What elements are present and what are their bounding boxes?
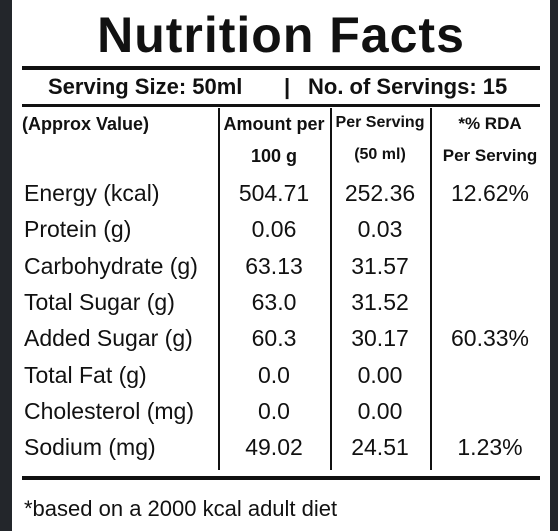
- nutrition-label: Nutrition Facts Serving Size: 50ml | No.…: [12, 0, 550, 531]
- nutrient-name: Sodium (mg): [24, 434, 156, 461]
- nutrient-value: 60.3: [251, 325, 297, 352]
- nutrient-name: Cholesterol (mg): [24, 397, 194, 424]
- title: Nutrition Facts: [97, 7, 465, 63]
- nutrient-value: 504.71: [238, 180, 310, 206]
- footnote: *based on a 2000 kcal adult diet: [24, 496, 338, 521]
- nutrient-value: 0.0: [258, 397, 290, 424]
- nutrient-value: 60.33%: [450, 325, 529, 352]
- rule: [22, 66, 540, 70]
- header-cell: (Approx Value): [22, 114, 150, 134]
- header-cell: *% RDA: [458, 114, 522, 133]
- nutrient-value: 0.03: [357, 216, 403, 243]
- nutrient-name: Carbohydrate (g): [24, 252, 198, 279]
- servings-count: No. of Servings: 15: [308, 74, 508, 99]
- header-cell: Amount per: [223, 114, 325, 134]
- column-divider: [330, 108, 332, 470]
- nutrient-value: 63.0: [251, 288, 297, 315]
- column-divider: [218, 108, 220, 470]
- column-divider: [430, 108, 432, 470]
- nutrient-value: 63.13: [245, 252, 303, 279]
- nutrient-value: 0.0: [258, 361, 290, 388]
- header-cell: (50 ml): [354, 146, 406, 163]
- nutrient-value: 0.00: [357, 397, 403, 424]
- nutrient-value: 49.02: [245, 434, 303, 461]
- nutrient-name: Protein (g): [24, 216, 132, 243]
- nutrient-value: 30.17: [351, 325, 409, 352]
- rule: [22, 476, 540, 480]
- header-cell: Per Serving: [442, 146, 538, 165]
- nutrient-name: Total Sugar (g): [24, 288, 175, 315]
- nutrient-name: Added Sugar (g): [24, 325, 193, 352]
- header-cell: Per Serving: [335, 114, 425, 131]
- serving-size: Serving Size: 50ml: [48, 74, 243, 99]
- nutrient-value: 24.51: [351, 434, 409, 461]
- nutrient-value: 31.57: [351, 252, 409, 279]
- nutrient-value: 0.00: [357, 361, 403, 388]
- header-cell: 100 g: [250, 146, 298, 166]
- nutrient-name: Energy (kcal): [24, 180, 160, 206]
- nutrient-value: 31.52: [351, 288, 409, 315]
- nutrient-value: 1.23%: [457, 434, 523, 461]
- separator: |: [284, 74, 291, 99]
- nutrient-value: 12.62%: [450, 180, 529, 206]
- nutrient-value: 252.36: [344, 180, 416, 206]
- nutrient-value: 0.06: [251, 216, 297, 243]
- nutrient-name: Total Fat (g): [24, 361, 147, 388]
- rule: [22, 104, 540, 107]
